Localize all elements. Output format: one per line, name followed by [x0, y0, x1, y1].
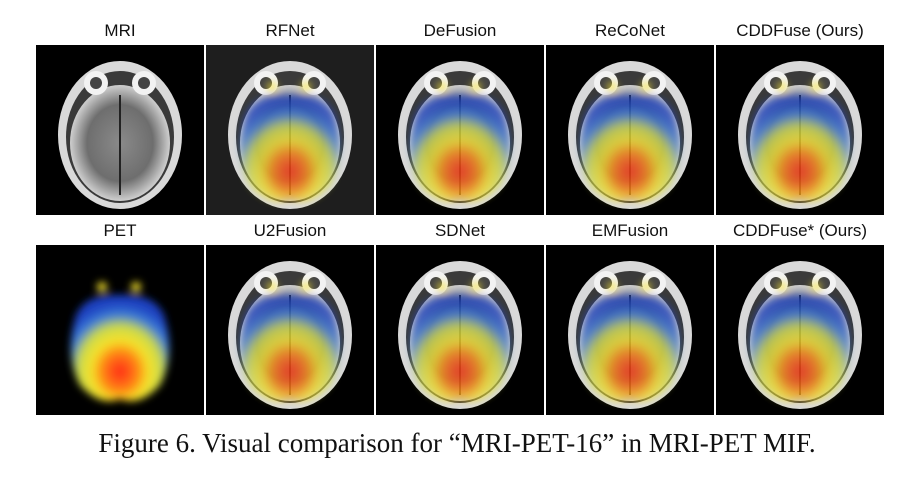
figure: MRI RFNet DeFusion ReCoNet CDDFuse (Ours) PET… [36, 14, 886, 416]
panel-label-u2fusion: U2Fusion [253, 221, 327, 240]
panel-image-cddfuse-star [716, 245, 884, 415]
panel-label-sdnet: SDNet [434, 221, 486, 240]
panel-image-u2fusion [206, 245, 374, 415]
panel-label-emfusion: EMFusion [591, 221, 669, 240]
figure-caption: Figure 6. Visual comparison for “MRI-PET… [98, 428, 816, 458]
panel-label-defusion: DeFusion [423, 21, 497, 40]
panel-label-reconet: ReCoNet [595, 21, 665, 40]
panel-image-defusion [376, 45, 544, 215]
panel-image-mri [36, 45, 204, 215]
panel-label-mri: MRI [104, 21, 136, 40]
panel-image-pet [36, 245, 204, 415]
panel-image-emfusion [546, 245, 714, 415]
panel-image-reconet [546, 45, 714, 215]
panel-label-cddfuse: CDDFuse (Ours) [736, 21, 864, 40]
panel-image-sdnet [376, 245, 544, 415]
panel-image-cddfuse [716, 45, 884, 215]
panel-label-rfnet: RFNet [265, 21, 315, 40]
panel-image-rfnet [206, 45, 374, 215]
panel-label-cddfuse-star: CDDFuse* (Ours) [732, 221, 868, 240]
panel-label-pet: PET [103, 221, 137, 240]
